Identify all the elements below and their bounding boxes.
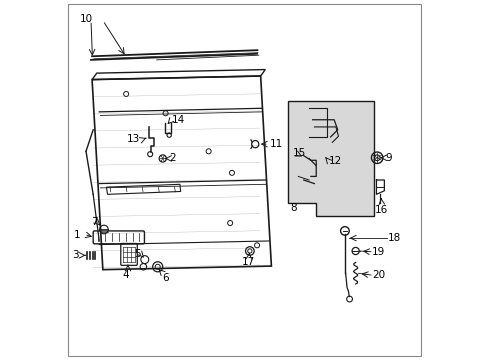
Text: 12: 12 bbox=[328, 156, 341, 166]
Text: 8: 8 bbox=[290, 203, 296, 213]
Text: 15: 15 bbox=[292, 148, 305, 158]
Text: 6: 6 bbox=[162, 273, 168, 283]
Text: 5: 5 bbox=[134, 248, 140, 258]
Text: 20: 20 bbox=[371, 270, 384, 280]
Text: 9: 9 bbox=[384, 153, 391, 163]
Text: 14: 14 bbox=[172, 115, 185, 125]
Text: 17: 17 bbox=[242, 257, 255, 267]
Text: 16: 16 bbox=[374, 205, 387, 215]
Text: 10: 10 bbox=[80, 14, 93, 24]
Text: 1: 1 bbox=[74, 230, 80, 239]
Text: 13: 13 bbox=[127, 134, 140, 144]
Text: 11: 11 bbox=[269, 139, 282, 149]
Polygon shape bbox=[287, 101, 373, 216]
Text: 19: 19 bbox=[371, 247, 384, 257]
Text: 3: 3 bbox=[72, 250, 79, 260]
Text: 18: 18 bbox=[387, 233, 400, 243]
Text: 4: 4 bbox=[122, 270, 129, 280]
Text: 2: 2 bbox=[169, 153, 176, 163]
Text: 7: 7 bbox=[91, 217, 97, 227]
